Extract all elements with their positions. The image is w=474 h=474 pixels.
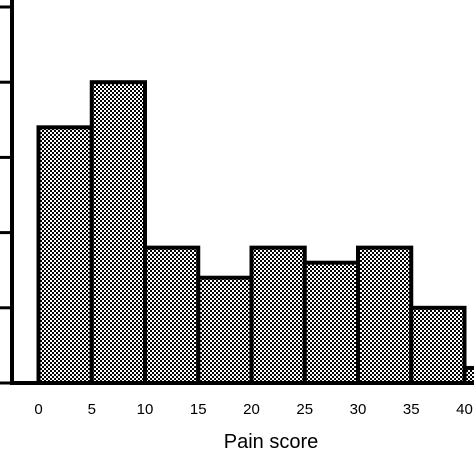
x-axis-title: Pain score [224,431,319,453]
bars-group [36,80,474,385]
bar-20-25 [249,245,307,385]
x-tick-label-25: 25 [296,401,313,418]
bar-5-10 [89,80,147,385]
bar-35-40 [409,305,467,385]
x-tick-label-35: 35 [403,401,420,418]
x-tick-label-10: 10 [137,401,154,418]
x-tick-label-30: 30 [350,401,367,418]
x-tick-label-40: 40 [456,401,473,418]
x-tick-label-15: 15 [190,401,207,418]
x-tick-label-5: 5 [88,401,96,418]
bar-15-20 [196,275,254,385]
x-tick-labels-group: 0 5 10 15 20 25 30 35 40 [34,401,473,418]
bar-10-15 [143,245,201,385]
bar-40-45 [462,365,474,385]
x-tick-label-20: 20 [243,401,260,418]
x-tick-label-0: 0 [34,401,42,418]
bar-30-35 [356,245,414,385]
bar-25-30 [302,260,360,385]
bar-0-5 [36,125,94,385]
